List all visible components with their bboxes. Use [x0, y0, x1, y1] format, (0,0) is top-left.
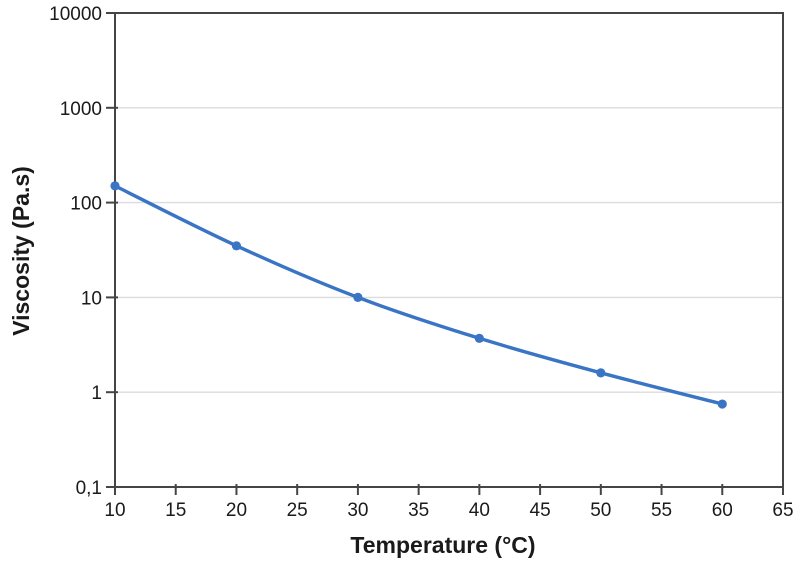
- x-tick-label: 20: [226, 500, 247, 521]
- x-tick-label: 40: [469, 500, 490, 521]
- y-tick-label: 100: [70, 194, 102, 215]
- y-tick-label: 10000: [49, 4, 102, 25]
- x-tick-label: 25: [287, 500, 308, 521]
- x-tick-label: 35: [408, 500, 429, 521]
- axis-ticks: [106, 12, 784, 495]
- y-tick-label: 1: [91, 383, 102, 404]
- data-point-marker: [231, 241, 242, 251]
- y-tick-label: 0,1: [76, 478, 102, 499]
- data-point-marker: [596, 368, 606, 378]
- x-tick-label: 45: [530, 500, 551, 521]
- x-tick-label: 30: [347, 500, 368, 521]
- y-tick-label: 1000: [60, 99, 102, 120]
- y-tick-label: 10: [81, 288, 102, 309]
- x-tick-label: 65: [772, 500, 793, 521]
- data-point-marker: [353, 292, 363, 302]
- x-tick-label: 10: [104, 500, 125, 521]
- x-tick-label: 55: [651, 500, 672, 521]
- data-series: [110, 181, 727, 409]
- data-point-marker: [474, 333, 484, 343]
- gridlines: [115, 107, 783, 393]
- x-tick-label: 15: [165, 500, 186, 521]
- x-axis-title: Temperature (°C): [350, 532, 535, 558]
- data-point-marker: [110, 181, 120, 191]
- plot-border: [114, 12, 784, 488]
- plot-border-rect: [114, 12, 784, 488]
- x-tick-label: 60: [712, 500, 733, 521]
- data-point-marker: [717, 399, 727, 409]
- tick-labels: 0,1 1 10 100 1000 10000 10 15 20 25 30 35 40 45 50 55 60…: [49, 4, 793, 521]
- x-tick-label: 50: [590, 500, 611, 521]
- y-axis-title: Viscosity (Pa.s): [8, 166, 34, 336]
- series-line: [113, 184, 724, 406]
